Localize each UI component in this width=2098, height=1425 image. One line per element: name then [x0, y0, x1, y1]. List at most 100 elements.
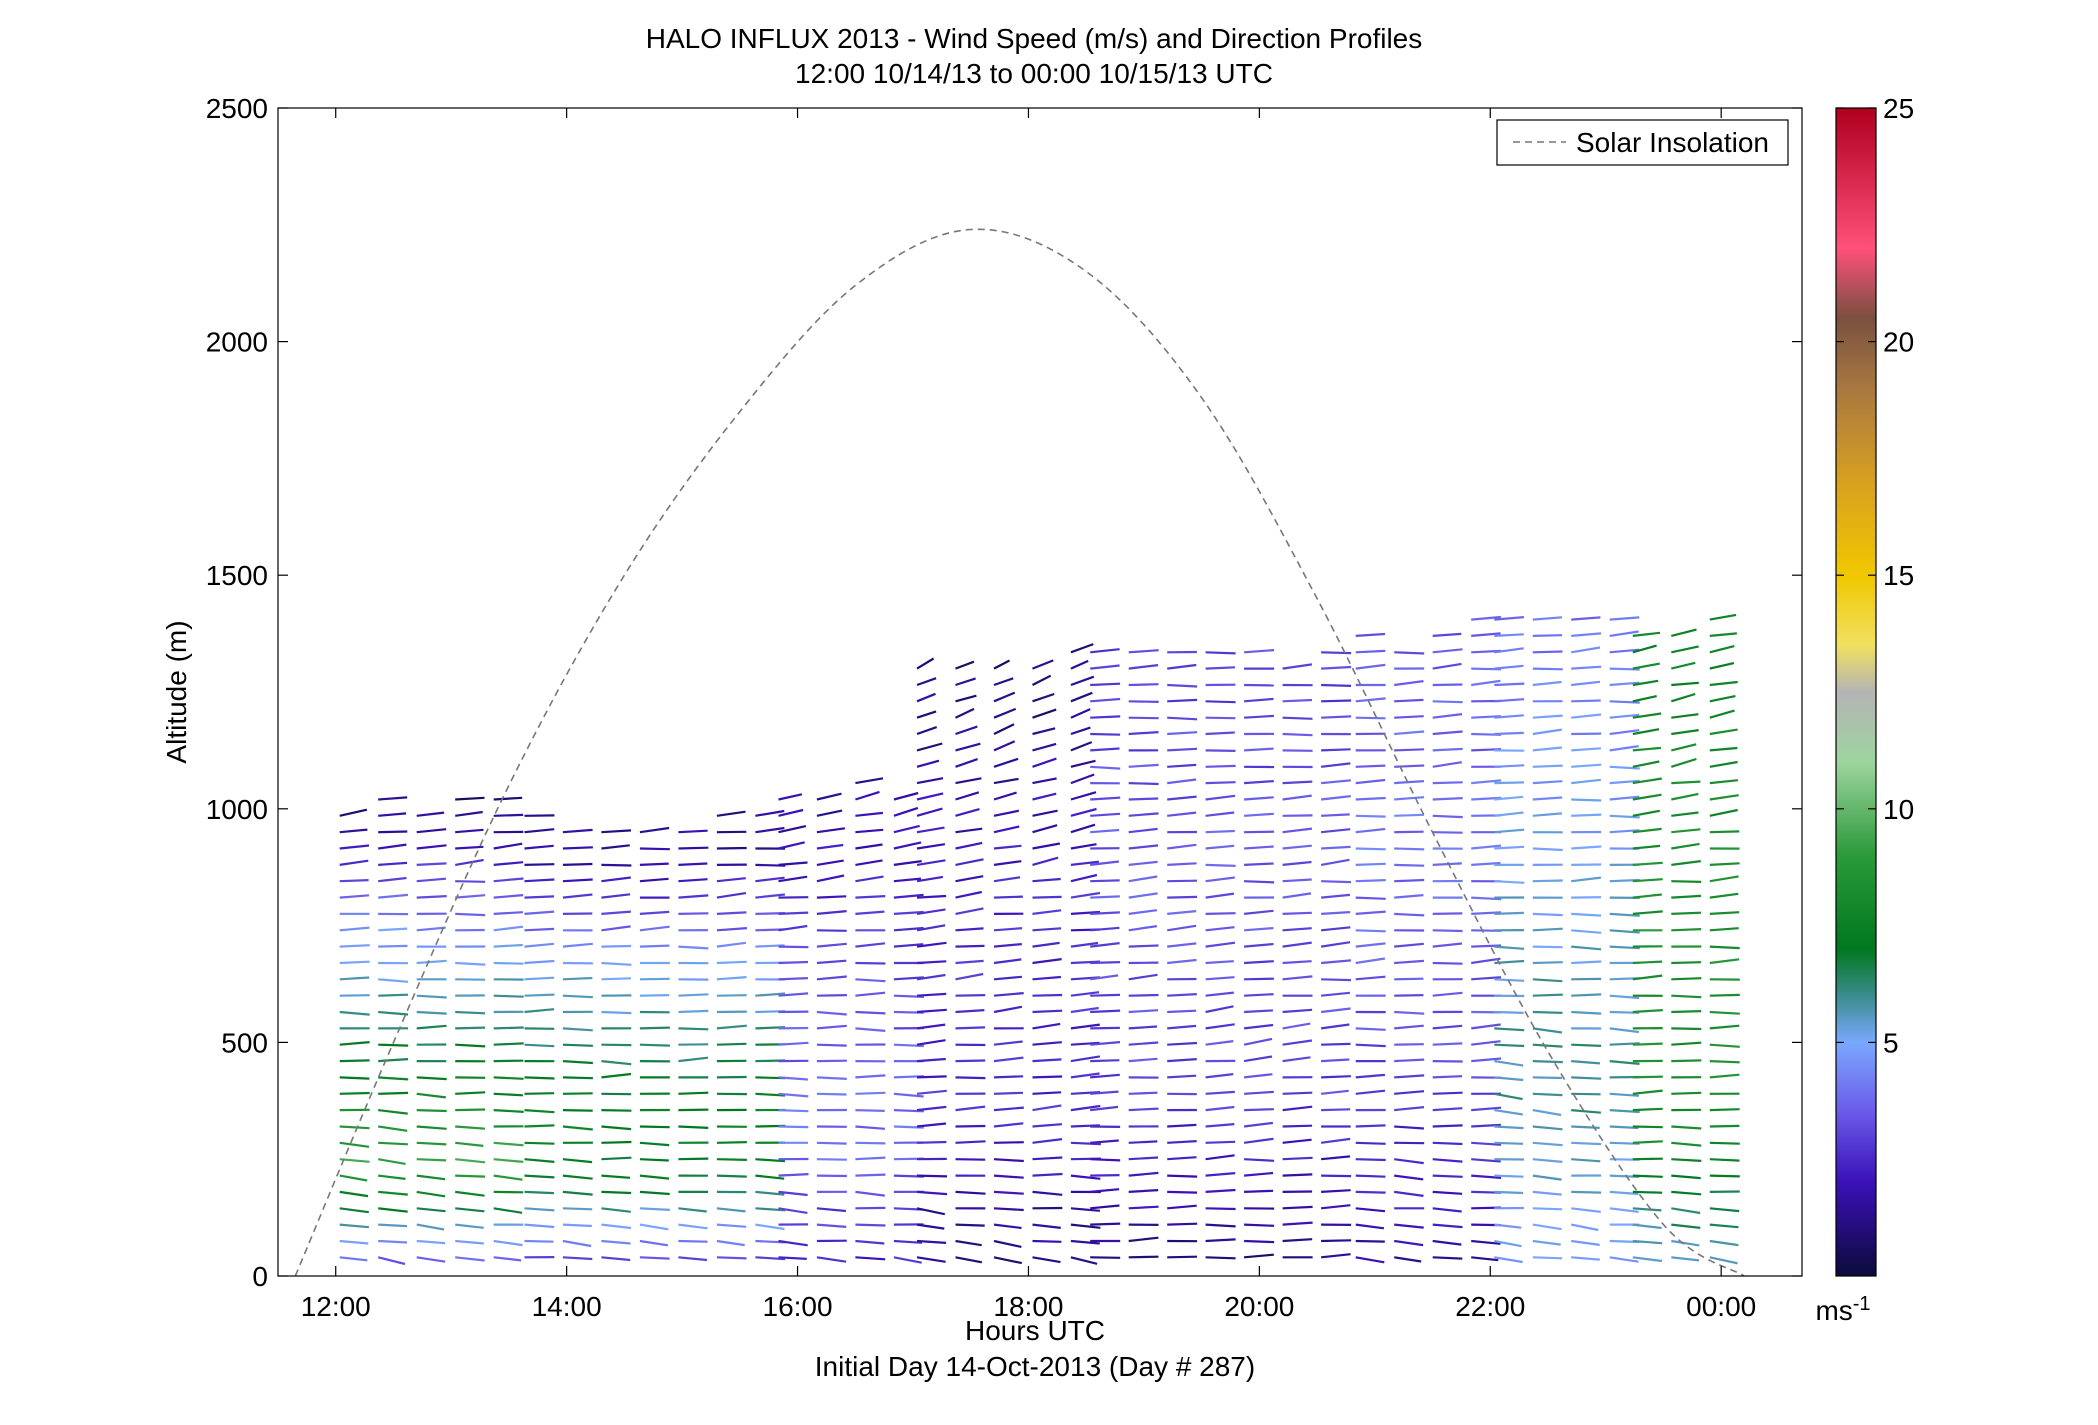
wind-barb	[778, 861, 808, 866]
wind-barb	[1205, 991, 1234, 997]
wind-barb	[955, 1059, 986, 1063]
wind-barb	[855, 859, 883, 866]
wind-barb	[1671, 1010, 1702, 1014]
wind-barb	[778, 1207, 808, 1214]
wind-barb	[1205, 1172, 1236, 1177]
wind-barb	[1167, 1204, 1197, 1210]
wind-barb	[1167, 811, 1197, 817]
wind-barb	[1243, 1073, 1273, 1079]
wind-barb	[955, 1124, 986, 1128]
wind-barb	[601, 961, 632, 966]
wind-barb	[1205, 1023, 1235, 1030]
wind-barb	[993, 1122, 1024, 1128]
wind-barb	[855, 1074, 886, 1079]
wind-barb	[1320, 1155, 1351, 1161]
wind-barb	[601, 925, 631, 932]
wind-barb	[1394, 942, 1424, 948]
wind-barb	[1090, 715, 1121, 719]
wind-barb	[339, 859, 369, 866]
wind-barb	[1090, 911, 1120, 915]
wind-barb	[1632, 1174, 1663, 1178]
wind-barb	[524, 1207, 555, 1212]
wind-barb	[716, 1042, 747, 1046]
wind-barb	[1609, 1190, 1639, 1196]
wind-barb	[678, 1239, 708, 1243]
wind-barb	[1244, 1239, 1275, 1244]
wind-barb	[1205, 811, 1235, 817]
wind-barb	[1709, 892, 1739, 899]
wind-barb	[855, 1109, 885, 1112]
wind-barb	[1494, 1174, 1524, 1178]
wind-barb	[1432, 730, 1463, 736]
wind-barb	[916, 992, 947, 997]
solar-insolation-curve	[294, 228, 1745, 1277]
wind-barb	[1355, 879, 1386, 883]
wind-barb	[1494, 978, 1525, 982]
wind-barb	[1032, 742, 1057, 752]
wind-barb	[816, 1024, 847, 1030]
wind-barb	[1244, 747, 1274, 752]
wind-barb	[378, 1223, 408, 1228]
wind-barb	[1671, 681, 1699, 687]
wind-barb	[716, 976, 747, 981]
wind-barb	[1243, 1023, 1274, 1030]
wind-barb	[1090, 796, 1121, 801]
wind-barb	[1090, 1073, 1120, 1079]
wind-barb	[416, 1223, 445, 1231]
wind-barb	[1709, 1043, 1740, 1048]
wind-barb	[1571, 1092, 1601, 1096]
wind-barb	[1471, 796, 1502, 801]
wind-barb	[1532, 993, 1563, 997]
wind-barb	[955, 994, 986, 997]
wind-barb	[916, 777, 944, 785]
wind-barb	[416, 1125, 447, 1130]
wind-barb	[493, 961, 524, 965]
wind-barb	[1671, 961, 1702, 965]
wind-barb	[678, 878, 708, 883]
wind-barb	[1709, 808, 1738, 817]
wind-barb	[1671, 1059, 1702, 1063]
wind-barb	[816, 792, 842, 801]
wind-barb	[1394, 1010, 1425, 1015]
wind-barb	[1532, 1060, 1563, 1064]
wind-barb	[893, 1239, 923, 1244]
wind-barb	[1205, 941, 1236, 948]
wind-barb	[1394, 796, 1425, 801]
wind-barb	[1321, 683, 1352, 687]
wind-barb	[778, 1092, 809, 1098]
wind-barb	[1671, 1027, 1702, 1031]
wind-barb	[1320, 926, 1351, 932]
wind-barb	[993, 757, 1019, 768]
wind-barb	[377, 1256, 406, 1266]
wind-barb	[1167, 942, 1197, 948]
wind-barb	[1128, 683, 1159, 687]
wind-barb	[339, 808, 368, 817]
wind-barb	[1671, 1041, 1702, 1046]
wind-barb	[1167, 1041, 1198, 1046]
wind-barb	[1709, 695, 1736, 703]
wind-barb	[1571, 813, 1602, 817]
wind-barb	[1070, 1023, 1100, 1030]
wind-barb	[1128, 649, 1159, 654]
wind-barb	[416, 811, 445, 817]
wind-barb	[955, 944, 985, 948]
wind-barb	[993, 992, 1024, 997]
wind-barb	[1205, 1105, 1235, 1112]
wind-barb	[339, 1174, 368, 1182]
wind-barb	[524, 1158, 555, 1163]
wind-barb	[1355, 1174, 1386, 1178]
wind-barb	[1355, 1256, 1385, 1264]
wind-barb	[601, 1072, 632, 1079]
wind-barb	[1032, 824, 1058, 834]
wind-barb	[916, 859, 946, 866]
wind-barb	[1432, 1107, 1463, 1112]
wind-barb	[716, 1223, 747, 1228]
wind-barb	[1167, 1174, 1198, 1178]
wind-barb	[524, 1109, 555, 1114]
wind-barb	[1282, 1124, 1313, 1128]
wind-barb	[1394, 680, 1424, 687]
wind-barb	[1494, 698, 1525, 703]
wind-barb	[339, 894, 370, 899]
wind-barb	[678, 1223, 708, 1230]
wind-barb	[1532, 1109, 1562, 1117]
